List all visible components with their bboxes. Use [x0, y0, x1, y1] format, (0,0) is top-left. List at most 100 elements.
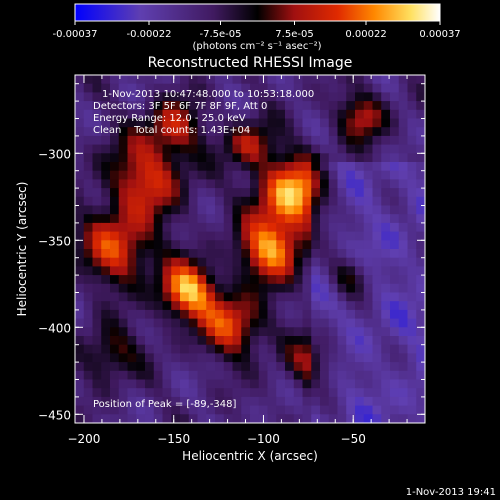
heatmap-cell — [355, 336, 365, 346]
heatmap-cell — [250, 249, 260, 259]
heatmap-cell — [390, 396, 400, 407]
heatmap-cell — [311, 405, 321, 415]
heatmap-cell — [337, 405, 347, 415]
heatmap-cell — [241, 283, 251, 294]
heatmap-cell — [337, 153, 347, 163]
heatmap-cell — [197, 388, 207, 398]
heatmap-cell — [302, 301, 312, 311]
heatmap-cell — [267, 179, 277, 189]
heatmap-cell — [136, 362, 146, 372]
heatmap-cell — [355, 83, 365, 93]
heatmap-cell — [381, 83, 391, 93]
heatmap-cell — [92, 196, 102, 207]
heatmap-cell — [197, 396, 207, 407]
heatmap-cell — [293, 188, 304, 198]
heatmap-cell — [346, 283, 356, 294]
heatmap-cell — [416, 118, 425, 128]
heatmap-cell — [416, 75, 425, 85]
heatmap-cell — [258, 179, 269, 189]
heatmap-cell — [416, 353, 425, 363]
heatmap-cell — [206, 275, 216, 285]
heatmap-cell — [293, 75, 304, 85]
heatmap-cell — [153, 257, 164, 267]
heatmap-cell — [197, 92, 207, 102]
heatmap-cell — [197, 135, 207, 146]
heatmap-cell — [215, 292, 225, 302]
heatmap-cell — [75, 118, 85, 128]
heatmap-cell — [136, 101, 146, 111]
heatmap-cell — [346, 327, 356, 337]
heatmap-cell — [136, 301, 146, 311]
heatmap-cell — [118, 83, 129, 93]
heatmap-cell — [127, 292, 137, 302]
heatmap-cell — [407, 92, 417, 102]
heatmap-cell — [223, 109, 234, 120]
heatmap-cell — [293, 266, 304, 276]
heatmap-cell — [145, 405, 155, 415]
heatmap-cell — [197, 162, 207, 172]
heatmap-cell — [293, 118, 304, 128]
heatmap-cell — [381, 327, 391, 337]
heatmap-cell — [363, 353, 374, 363]
heatmap-cell — [83, 118, 94, 128]
heatmap-cell — [241, 135, 251, 146]
heatmap-cell — [92, 170, 102, 180]
heatmap-cell — [302, 405, 312, 415]
heatmap-cell — [145, 266, 155, 276]
heatmap-cell — [355, 92, 365, 102]
heatmap-cell — [328, 214, 339, 224]
heatmap-cell — [197, 222, 207, 233]
heatmap-cell — [188, 162, 199, 172]
heatmap-cell — [407, 283, 417, 294]
heatmap-cell — [250, 118, 260, 128]
heatmap-cell — [381, 162, 391, 172]
heatmap-cell — [320, 336, 330, 346]
heatmap-cell — [337, 109, 347, 120]
heatmap-cell — [83, 101, 94, 111]
heatmap-cell — [180, 388, 190, 398]
heatmap-cell — [153, 188, 164, 198]
heatmap-cell — [145, 414, 155, 423]
heatmap-cell — [127, 318, 137, 328]
heatmap-cell — [293, 179, 304, 189]
heatmap-cell — [328, 257, 339, 267]
heatmap-cell — [171, 283, 181, 294]
heatmap-cell — [188, 283, 199, 294]
heatmap-cell — [276, 327, 286, 337]
heatmap-cell — [276, 179, 286, 189]
heatmap-cell — [363, 109, 374, 120]
heatmap-cell — [416, 205, 425, 215]
heatmap-cell — [293, 196, 304, 207]
heatmap-cell — [127, 388, 137, 398]
heatmap-cell — [293, 144, 304, 154]
heatmap-cell — [197, 231, 207, 241]
heatmap-cell — [110, 336, 120, 346]
heatmap-cell — [258, 109, 269, 120]
heatmap-cell — [83, 109, 94, 120]
heatmap-cell — [267, 196, 277, 207]
heatmap-cell — [372, 249, 382, 259]
heatmap-cell — [153, 214, 164, 224]
heatmap-cell — [416, 83, 425, 93]
heatmap-cell — [355, 318, 365, 328]
heatmap-cell — [171, 396, 181, 407]
heatmap-cell — [188, 362, 199, 372]
heatmap-cell — [355, 309, 365, 320]
heatmap-cell — [101, 92, 111, 102]
heatmap-cell — [171, 188, 181, 198]
heatmap-cell — [101, 283, 111, 294]
heatmap-cell — [320, 170, 330, 180]
heatmap-cell — [206, 327, 216, 337]
heatmap-cell — [337, 135, 347, 146]
heatmap-cell — [346, 309, 356, 320]
heatmap-cell — [320, 370, 330, 381]
heatmap-cell — [127, 370, 137, 381]
heatmap-cell — [171, 388, 181, 398]
heatmap-cell — [258, 388, 269, 398]
heatmap-cell — [92, 135, 102, 146]
heatmap-cell — [241, 240, 251, 250]
heatmap-cell — [206, 188, 216, 198]
y-axis-label: Heliocentric Y (arcsec) — [15, 182, 29, 317]
heatmap-cell — [381, 249, 391, 259]
heatmap-cell — [171, 205, 181, 215]
